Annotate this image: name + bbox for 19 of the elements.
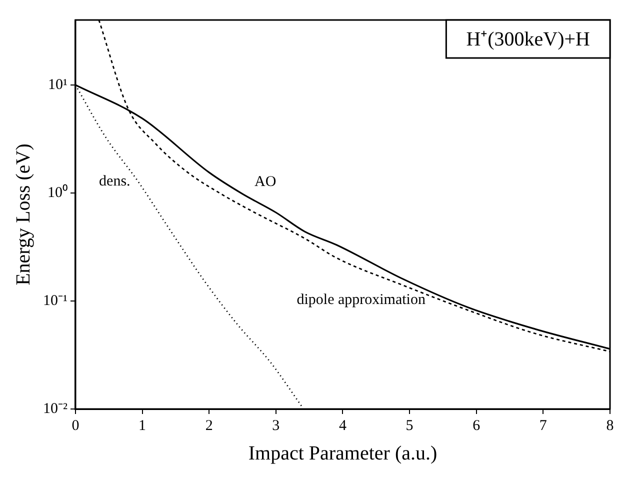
annotation: H⁺(300keV)+H xyxy=(466,28,590,50)
y-tick-label: 10⁰ xyxy=(47,184,68,201)
x-tick-label: 6 xyxy=(472,418,481,434)
series-label: AO xyxy=(254,174,276,190)
x-tick-label: 1 xyxy=(138,418,146,434)
y-tick-label: 10¹ xyxy=(48,76,68,93)
series-label: dipole approximation xyxy=(296,292,426,308)
y-tick-label: 10⁻² xyxy=(42,400,68,417)
x-tick-label: 3 xyxy=(272,418,280,434)
series-label: dens. xyxy=(99,174,130,190)
x-tick-label: 2 xyxy=(205,418,213,434)
x-tick-label: 5 xyxy=(406,418,414,434)
x-tick-label: 8 xyxy=(606,418,614,434)
x-tick-label: 7 xyxy=(539,418,548,434)
x-axis-title: Impact Parameter (a.u.) xyxy=(248,442,438,464)
x-tick-label: 4 xyxy=(339,418,347,434)
y-tick-label: 10⁻¹ xyxy=(42,292,68,309)
x-tick-label: 0 xyxy=(72,418,80,434)
y-axis-title: Energy Loss (eV) xyxy=(12,144,34,286)
